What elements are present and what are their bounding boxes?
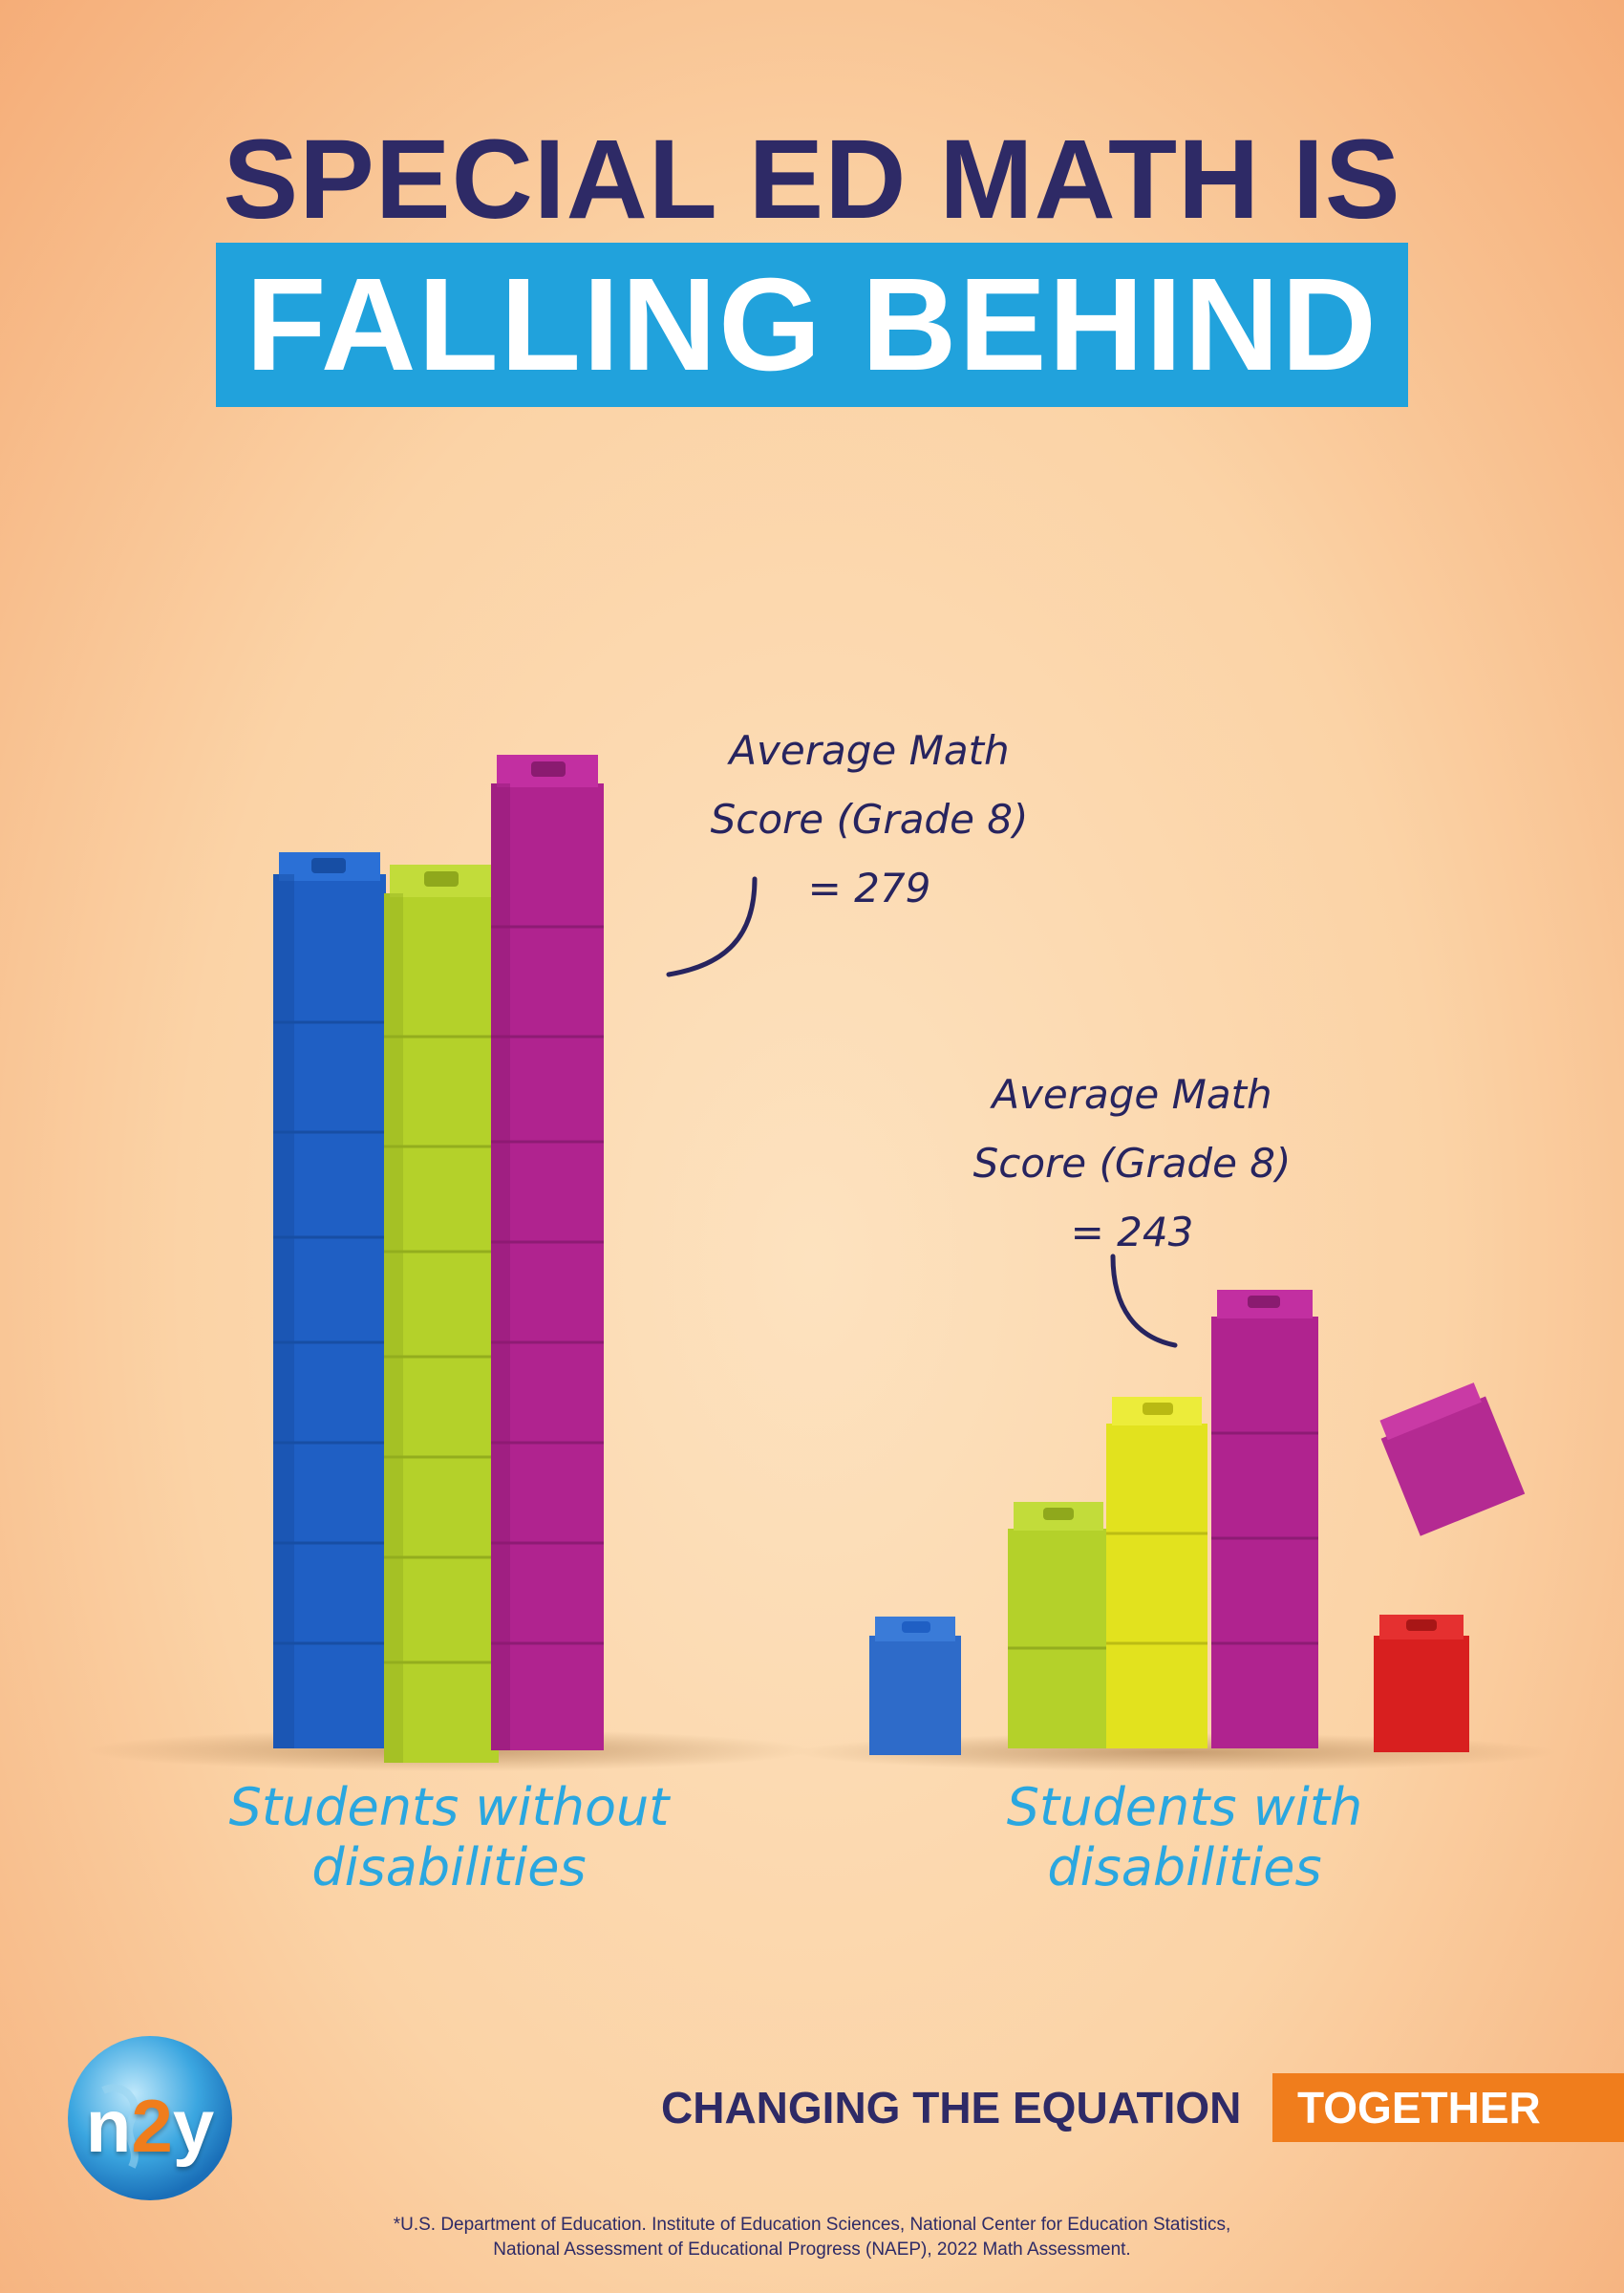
cube-blue-single [869, 1617, 961, 1755]
source-citation: *U.S. Department of Education. Institute… [393, 2215, 1231, 2260]
globe-logo-icon [68, 2036, 232, 2200]
arrow-curve-icon [666, 876, 758, 977]
cube-red-single [1374, 1615, 1469, 1752]
tower-magenta-short [1211, 1290, 1318, 1748]
logo-2: 2 [131, 2084, 173, 2168]
headline-line2: FALLING BEHIND [246, 250, 1378, 398]
logo-n: n [85, 2084, 132, 2168]
logo-y: y [172, 2084, 215, 2168]
annotation-with-disabilities: Average Math Score (Grade 8) = 243 [972, 1071, 1292, 1255]
tower-magenta-tall [491, 755, 604, 1750]
logo-wordmark: n2y [65, 2083, 235, 2170]
annotation-without-disabilities: Average Math Score (Grade 8) = 279 [710, 727, 1029, 911]
group-label-without: Students without disabilities [228, 1777, 670, 1897]
tower-blue-tall [273, 852, 386, 1748]
headline-line1: SPECIAL ED MATH IS [223, 117, 1401, 243]
group-label-with: Students with disabilities [1006, 1777, 1363, 1897]
shadow-right [793, 1733, 1557, 1771]
tagline-together: TOGETHER [1272, 2073, 1624, 2142]
cube-towers-illustration [86, 755, 1557, 1771]
headline-banner: FALLING BEHIND [216, 243, 1408, 407]
cube-magenta-falling [1379, 1382, 1526, 1536]
tower-green-short [1008, 1502, 1109, 1748]
tower-yellow-short [1106, 1397, 1207, 1748]
tower-green-tall [384, 865, 499, 1763]
tagline-changing: CHANGING THE EQUATION [661, 2083, 1242, 2132]
arrow-curve-icon-2 [1110, 1254, 1178, 1348]
